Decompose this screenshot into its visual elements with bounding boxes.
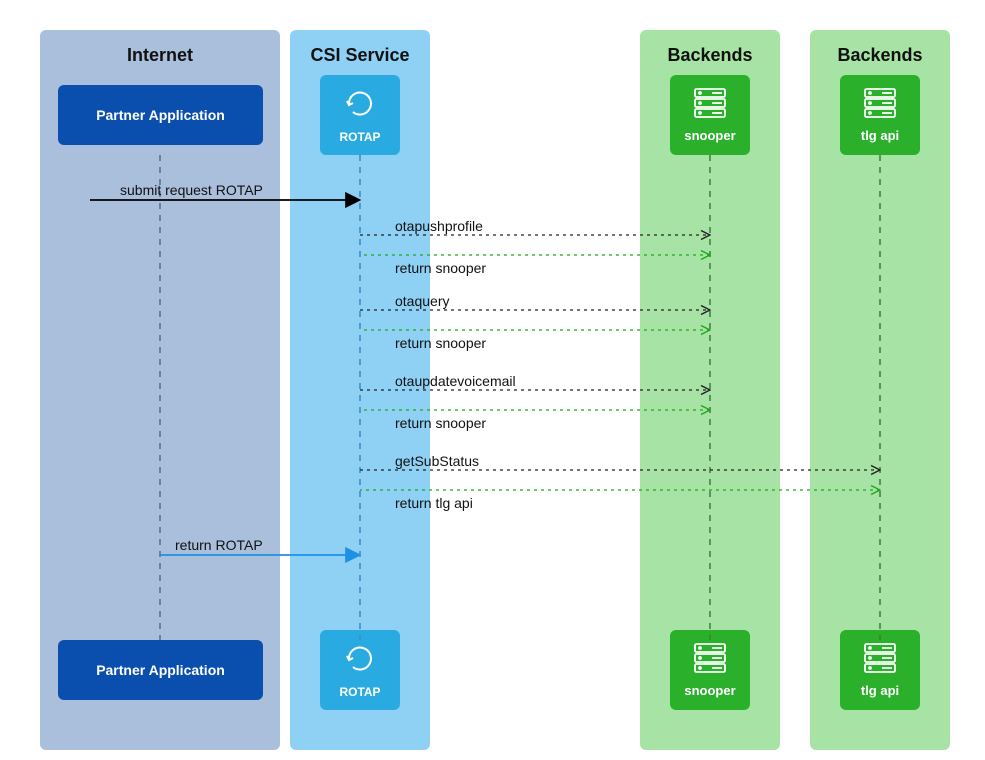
message-label: submit request ROTAP — [120, 182, 263, 198]
message-label: otapushprofile — [395, 218, 483, 234]
node-label: tlg api — [861, 128, 899, 143]
message-label: getSubStatus — [395, 453, 479, 469]
message-label: return snooper — [395, 260, 486, 276]
node-snoop_bot: snooper — [670, 630, 750, 710]
node-pa_bot: Partner Application — [58, 640, 263, 700]
node-label: ROTAP — [339, 685, 380, 699]
lane-title-csi: CSI Service — [290, 45, 430, 66]
server-icon — [692, 87, 728, 122]
node-snoop_top: snooper — [670, 75, 750, 155]
node-tlg_bot: tlg api — [840, 630, 920, 710]
message-label: return snooper — [395, 415, 486, 431]
node-label: snooper — [684, 683, 735, 698]
node-label: Partner Application — [96, 107, 225, 123]
cycle-icon — [343, 87, 377, 124]
message-label: return ROTAP — [175, 537, 263, 553]
message-label: return tlg api — [395, 495, 473, 511]
node-rotap_top: ROTAP — [320, 75, 400, 155]
message-label: otaupdatevoicemail — [395, 373, 516, 389]
node-label: Partner Application — [96, 662, 225, 678]
node-label: snooper — [684, 128, 735, 143]
server-icon — [692, 642, 728, 677]
message-label: return snooper — [395, 335, 486, 351]
message-label: otaquery — [395, 293, 449, 309]
lane-title-be1: Backends — [640, 45, 780, 66]
node-label: ROTAP — [339, 130, 380, 144]
cycle-icon — [343, 642, 377, 679]
node-pa_top: Partner Application — [58, 85, 263, 145]
sequence-diagram: Internet CSI Service Backends Backends Partn… — [0, 0, 985, 760]
server-icon — [862, 642, 898, 677]
lane-title-internet: Internet — [40, 45, 280, 66]
node-label: tlg api — [861, 683, 899, 698]
node-tlg_top: tlg api — [840, 75, 920, 155]
server-icon — [862, 87, 898, 122]
lane-title-be2: Backends — [810, 45, 950, 66]
node-rotap_bot: ROTAP — [320, 630, 400, 710]
